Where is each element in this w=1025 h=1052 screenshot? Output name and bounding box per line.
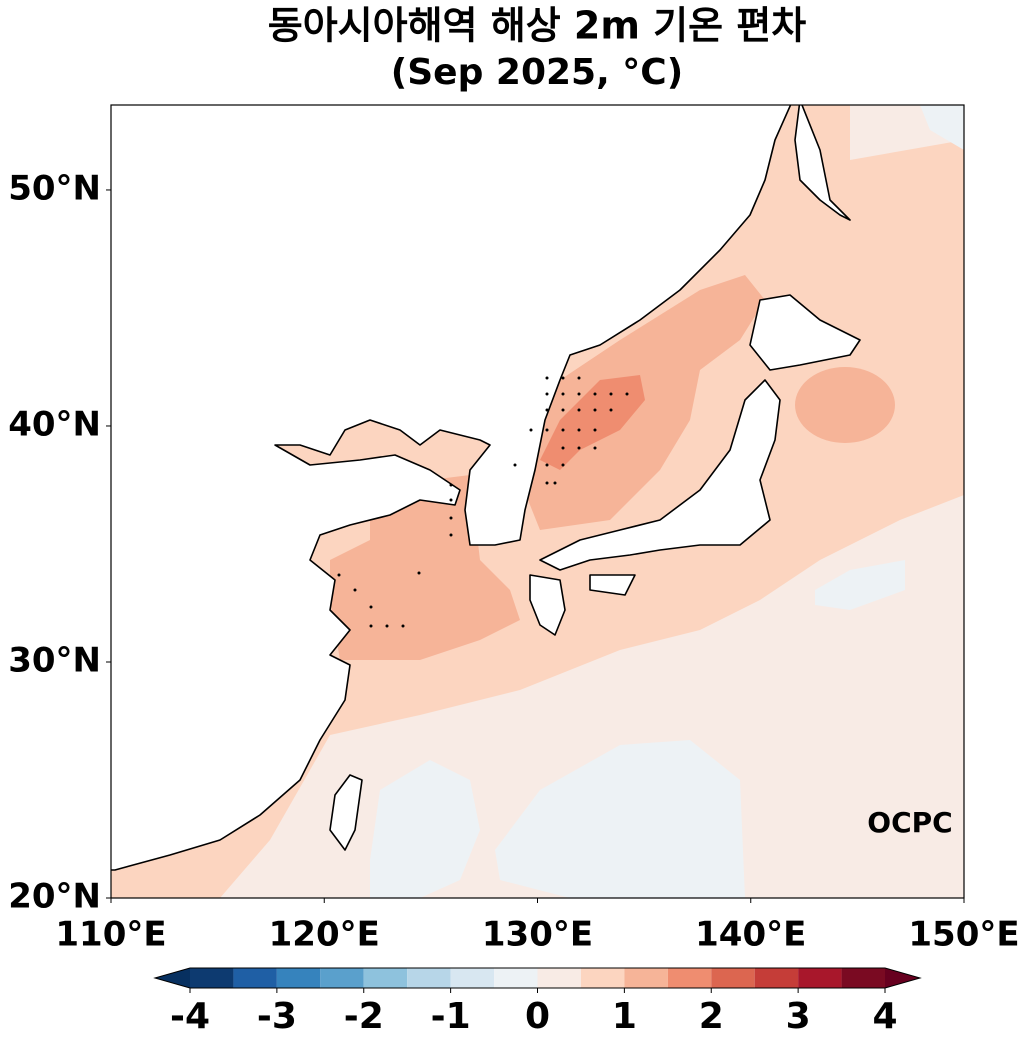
x-tick-label: 110°E [55, 915, 166, 955]
colorbar-under [155, 968, 190, 988]
stipple-dot [577, 392, 581, 396]
anomaly-contour [540, 375, 645, 470]
stipple-dot [577, 428, 581, 432]
stipple-dot [353, 588, 357, 592]
stipple-dot [561, 408, 565, 412]
kyushu [529, 574, 566, 636]
y-tick-label: 40°N [8, 404, 101, 444]
x-tick-label: 130°E [482, 915, 593, 955]
stipple-dot [593, 408, 597, 412]
colorbar-segment [580, 968, 625, 988]
anomaly-contour [795, 367, 895, 443]
honshu [539, 379, 781, 571]
colorbar-segment [233, 968, 277, 988]
x-tick-label: 150°E [908, 915, 1019, 955]
anomaly-contour [815, 560, 905, 610]
colorbar-tick-label: -4 [170, 996, 210, 1037]
anomaly-contour [920, 105, 964, 150]
colorbar-segment [363, 968, 408, 988]
colorbar-tick-label: 1 [612, 996, 637, 1037]
colorbar-segment [494, 968, 538, 988]
colorbar-segment [320, 968, 364, 988]
y-tick-label: 50°N [8, 168, 101, 208]
stipple-dot [545, 428, 549, 432]
hokkaido [749, 294, 861, 371]
stipple-dot [529, 428, 533, 432]
stipple-dot [561, 463, 565, 467]
chart-title: 동아시아해역 해상 2m 기온 편차 [268, 4, 807, 48]
colorbar-tick-label: 4 [872, 996, 897, 1037]
stipple-dot [577, 446, 581, 450]
stipple-dot [369, 624, 373, 628]
logo: OCPC [867, 806, 952, 839]
colorbar-segment [711, 968, 755, 988]
colorbar-tick-label: 2 [699, 996, 724, 1037]
y-tick-label: 20°N [8, 877, 101, 917]
stipple-dot [625, 392, 629, 396]
x-tick-label: 120°E [269, 915, 380, 955]
shikoku [589, 574, 636, 596]
stipple-dot [545, 376, 549, 380]
anomaly-contour [370, 760, 480, 898]
anomaly-contour [495, 740, 745, 898]
chart-subtitle: (Sep 2025, °C) [391, 52, 683, 93]
stipple-dot [561, 428, 565, 432]
stipple-dot [609, 392, 613, 396]
sakhalin [794, 105, 851, 221]
stipple-dot [449, 516, 453, 520]
colorbar-segment [841, 968, 885, 988]
stipple-dot [577, 376, 581, 380]
colorbar-tick-label: 0 [525, 996, 550, 1037]
stipple-dot [369, 605, 373, 609]
colorbar-tick-label: -3 [257, 996, 297, 1037]
colorbar-segment [754, 968, 799, 988]
colorbar-segment [450, 968, 495, 988]
stipple-dot [417, 571, 421, 575]
stipple-dot [513, 463, 517, 467]
colorbar-segment [667, 968, 712, 988]
stipple-dot [545, 463, 549, 467]
stipple-dot [561, 392, 565, 396]
stipple-dot [593, 428, 597, 432]
colorbar-segment [407, 968, 451, 988]
stipple-dot [449, 533, 453, 537]
stipple-dot [593, 392, 597, 396]
colorbar-tick-label: 3 [786, 996, 811, 1037]
stipple-dot [561, 446, 565, 450]
stipple-dot [401, 624, 405, 628]
stipple-dot [337, 573, 341, 577]
colorbar-tick-label: -2 [344, 996, 384, 1037]
stipple-dot [553, 481, 557, 485]
stipple-dot [385, 624, 389, 628]
significance-stipple [337, 376, 629, 628]
stipple-dot [577, 408, 581, 412]
colorbar-segment [798, 968, 842, 988]
x-tick-label: 140°E [695, 915, 806, 955]
stipple-dot [545, 481, 549, 485]
stipple-dot [561, 376, 565, 380]
stipple-dot [545, 392, 549, 396]
colorbar-segment [276, 968, 321, 988]
colorbar-tick-label: -1 [431, 996, 471, 1037]
stipple-dot [449, 498, 453, 502]
stipple-dot [449, 483, 453, 487]
y-tick-label: 30°N [8, 640, 101, 680]
continent [111, 105, 792, 871]
colorbar-segment [537, 968, 581, 988]
taiwan [329, 774, 363, 851]
stipple-dot [609, 408, 613, 412]
colorbar-segment [190, 968, 234, 988]
map-area [111, 105, 964, 898]
colorbar-over [885, 968, 920, 988]
stipple-dot [545, 408, 549, 412]
colorbar-segment [624, 968, 668, 988]
stipple-dot [593, 446, 597, 450]
